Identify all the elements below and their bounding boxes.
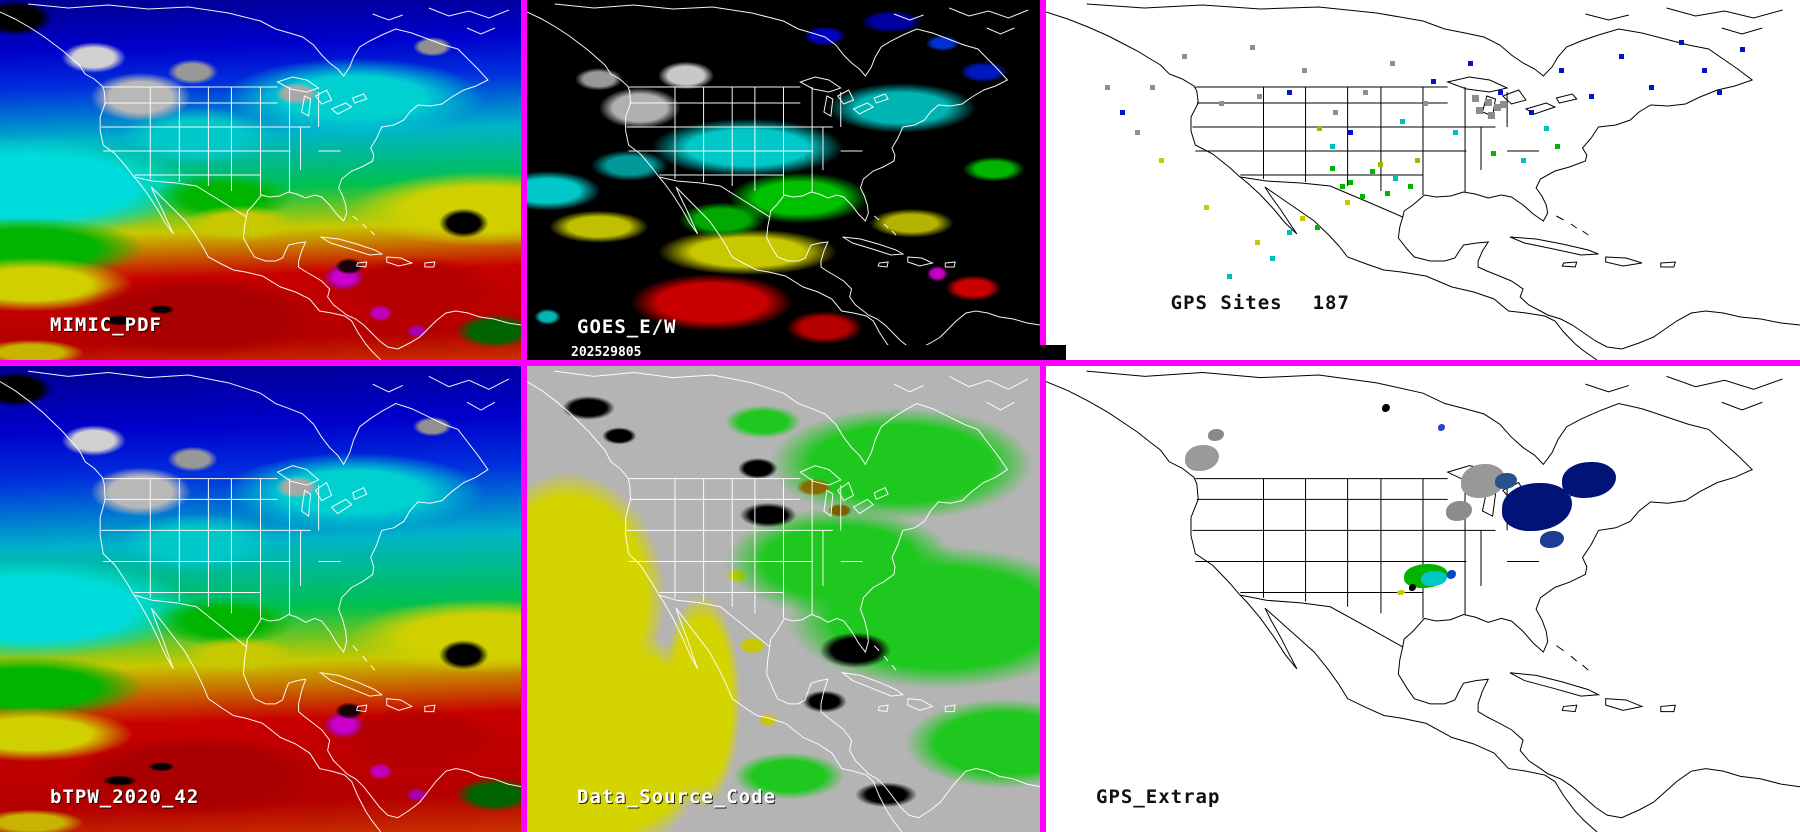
gps-site-dot xyxy=(1347,180,1353,185)
gps-site-dot xyxy=(1679,39,1685,45)
panel-label-mimic: MIMIC_PDF xyxy=(50,314,162,336)
gps-extrap-blob xyxy=(1539,531,1564,549)
north-america-map-btpw xyxy=(0,370,521,832)
gps-site-dot xyxy=(1302,68,1308,74)
panel-data-source-code: Data_Source_Code xyxy=(527,366,1040,832)
gps-site-dot xyxy=(1717,90,1723,95)
gps-site-dot xyxy=(1468,61,1474,67)
gps-site-dot xyxy=(1377,162,1383,167)
timestamp-text: 202529805 xyxy=(571,345,642,360)
gps-extrap-blob xyxy=(1502,482,1573,531)
gps-site-dot xyxy=(1407,183,1413,189)
gps-site-dot xyxy=(1423,100,1428,106)
gps-site-dot xyxy=(1453,129,1459,135)
gps-extrap-blob xyxy=(1447,570,1457,580)
gps-site-dot xyxy=(1498,90,1504,95)
panel-gps-sites: GPS Sites 187 xyxy=(1046,0,1800,360)
gps-site-dot xyxy=(1344,199,1350,205)
gps-site-dot xyxy=(1739,46,1745,52)
gps-extrap-blob-layer xyxy=(1046,366,1800,832)
gps-site-dot xyxy=(1701,68,1707,74)
gps-site-dot xyxy=(1119,109,1125,115)
panel-gps-extrap: GPS_Extrap xyxy=(1046,366,1800,832)
gps-extrap-blob xyxy=(1421,571,1448,587)
gps-site-dot xyxy=(1554,144,1560,149)
gps-extrap-blob xyxy=(1381,404,1390,413)
gps-site-dot xyxy=(1330,165,1336,171)
gps-site-dot xyxy=(1430,79,1436,85)
gps-site-dot xyxy=(1362,90,1368,95)
timestamp-bar: 202529805 xyxy=(527,345,1066,360)
gps-extrap-blob xyxy=(1185,445,1220,472)
gps-extrap-blob xyxy=(1438,424,1446,432)
gps-site-dot xyxy=(1269,255,1275,261)
north-america-map-mimic xyxy=(0,3,521,360)
gps-site-dot xyxy=(1315,225,1321,230)
gps-site-dot xyxy=(1619,54,1625,59)
north-america-map-data-source xyxy=(527,370,1040,832)
gps-site-dot xyxy=(1415,158,1421,164)
gps-site-dot xyxy=(1484,99,1492,106)
panel-btpw: bTPW_2020_42 xyxy=(0,366,521,832)
gps-site-dot xyxy=(1254,240,1260,246)
gps-site-dot xyxy=(1181,54,1187,59)
gps-site-dot xyxy=(1543,126,1549,131)
gps-extrap-blob xyxy=(1208,428,1225,441)
gps-site-dot xyxy=(1475,107,1483,115)
gps-site-dot xyxy=(1528,109,1534,115)
gps-site-dot xyxy=(1370,169,1376,175)
gps-site-dot xyxy=(1150,84,1156,90)
gps-site-dot xyxy=(1330,144,1336,149)
north-america-map-goes xyxy=(527,3,1040,360)
gps-site-dot xyxy=(1472,95,1479,103)
gps-site-dot xyxy=(1347,129,1353,135)
panel-label-gps-sites: GPS Sites 187 xyxy=(1096,270,1350,336)
gps-site-dot xyxy=(1287,230,1293,236)
gps-site-dot xyxy=(1490,151,1496,157)
gps-site-dot xyxy=(1317,126,1323,131)
gps-site-dot xyxy=(1104,84,1110,90)
gps-site-dot xyxy=(1249,45,1255,50)
gps-extrap-blob xyxy=(1445,501,1472,522)
gps-site-dot xyxy=(1487,111,1495,119)
panel-label-btpw: bTPW_2020_42 xyxy=(50,786,200,808)
gps-site-dot xyxy=(1332,109,1338,115)
gps-site-dot xyxy=(1385,190,1391,196)
gps-site-dot xyxy=(1400,118,1406,124)
gps-site-dot xyxy=(1300,216,1306,221)
gps-extrap-blob xyxy=(1562,461,1617,498)
gps-site-dot xyxy=(1392,176,1398,182)
gps-site-dot xyxy=(1204,205,1210,211)
gps-sites-title: GPS Sites xyxy=(1170,292,1283,314)
panel-goes-tpw: GOES_E/W 202529805 xyxy=(527,0,1066,360)
gps-site-dot xyxy=(1499,100,1507,108)
panel-label-gps-extrap: GPS_Extrap xyxy=(1096,786,1221,808)
gps-sites-count: 187 xyxy=(1312,292,1350,314)
panel-label-data-source: Data_Source_Code xyxy=(577,786,777,808)
gps-site-dot xyxy=(1649,84,1655,90)
gps-extrap-blob xyxy=(1409,584,1417,592)
gps-site-dot xyxy=(1287,90,1293,95)
gps-site-dot xyxy=(1257,93,1263,99)
gps-site-dot xyxy=(1558,68,1564,74)
gps-site-dot xyxy=(1340,183,1346,189)
panel-mimic-tpw: MIMIC_PDF xyxy=(0,0,521,360)
gps-extrap-blob xyxy=(1397,589,1406,595)
panel-label-goes: GOES_E/W xyxy=(577,316,677,338)
gps-site-dot xyxy=(1134,129,1140,135)
gps-site-dot xyxy=(1359,194,1365,200)
gps-site-dot xyxy=(1159,158,1165,164)
gps-site-dot xyxy=(1588,93,1594,99)
gps-site-dot xyxy=(1389,61,1395,67)
gps-site-dot xyxy=(1521,158,1527,164)
gps-site-dot xyxy=(1219,100,1225,106)
gps-extrap-blob xyxy=(1494,473,1517,490)
